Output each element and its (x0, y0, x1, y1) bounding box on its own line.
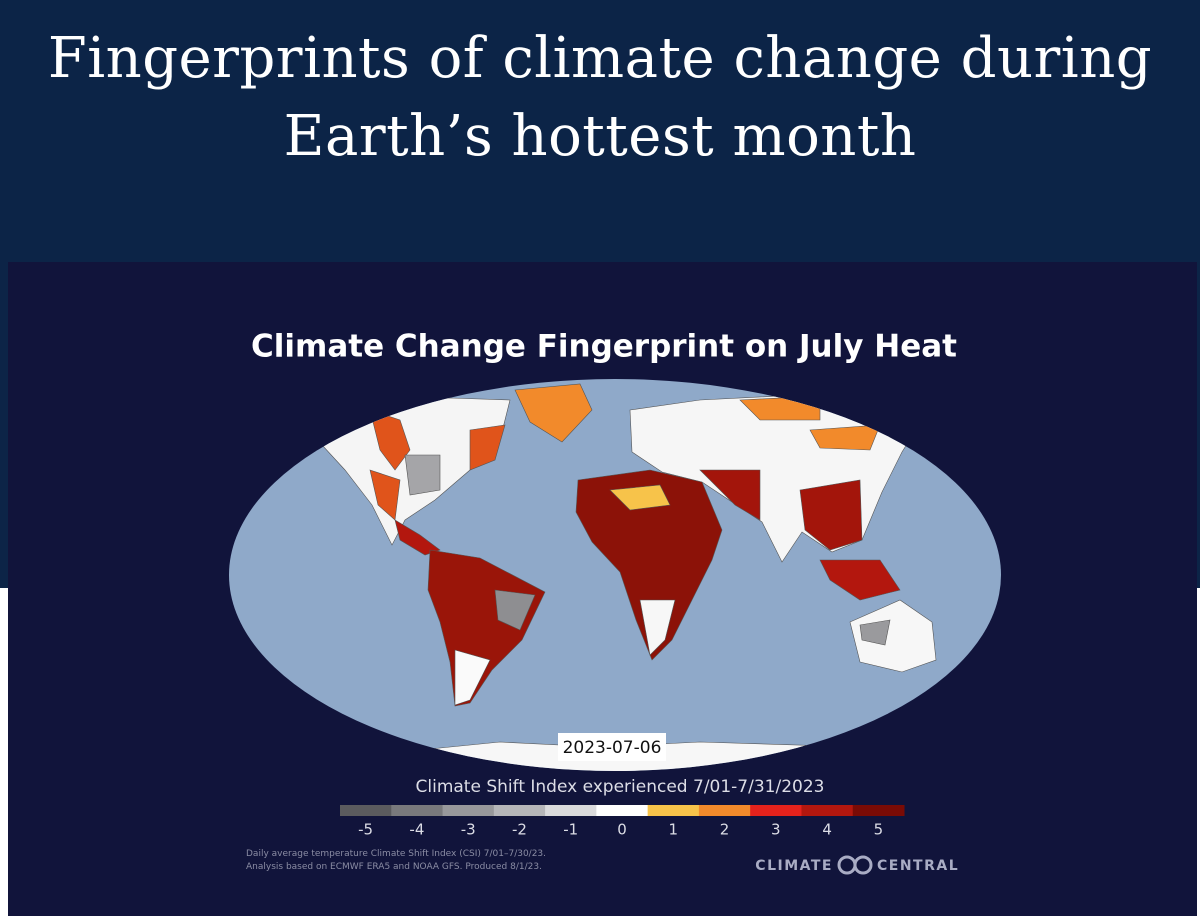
legend-swatch (493, 805, 546, 816)
legend-swatch (750, 805, 802, 816)
legend-swatch (801, 805, 854, 816)
legend-swatch (698, 805, 751, 816)
header-title: Earth’s hottest month (283, 104, 917, 169)
legend-title: Climate Shift Index experienced 7/01-7/3… (416, 777, 825, 797)
legend-label: -3 (461, 821, 476, 839)
legend-swatch (340, 805, 392, 816)
date-label: 2023-07-06 (563, 738, 662, 758)
legend: -5 -4 -3 -2 -1 0 1 2 3 4 5 (340, 805, 905, 839)
legend-label: 2 (720, 821, 730, 839)
legend-swatch (391, 805, 444, 816)
legend-label: 3 (771, 821, 781, 839)
legend-label: 1 (668, 821, 678, 839)
legend-swatch (442, 805, 495, 816)
legend-swatch (852, 805, 905, 816)
logo: CLIMATE CENTRAL (755, 855, 959, 875)
legend-label: -1 (563, 821, 578, 839)
logo-ring (853, 855, 873, 875)
logo-text: CLIMATE (755, 858, 833, 874)
legend-label: -2 (512, 821, 527, 839)
legend-swatch (596, 805, 649, 816)
legend-label: -4 (409, 821, 424, 839)
legend-swatch (647, 805, 700, 816)
logo-text: CENTRAL (877, 858, 959, 874)
legend-label: 4 (822, 821, 832, 839)
legend-label: 5 (874, 821, 884, 839)
header-title: Fingerprints of climate change during (47, 26, 1153, 91)
footnote: Analysis based on ECMWF ERA5 and NOAA GF… (246, 862, 542, 872)
map-title: Climate Change Fingerprint on July Heat (251, 329, 957, 365)
date-box (558, 733, 666, 761)
logo-ring (837, 855, 857, 875)
legend-label: -5 (358, 821, 373, 839)
footnote: Daily average temperature Climate Shift … (246, 849, 546, 859)
legend-swatch (545, 805, 597, 816)
continents (319, 383, 937, 771)
legend-label: 0 (617, 821, 627, 839)
